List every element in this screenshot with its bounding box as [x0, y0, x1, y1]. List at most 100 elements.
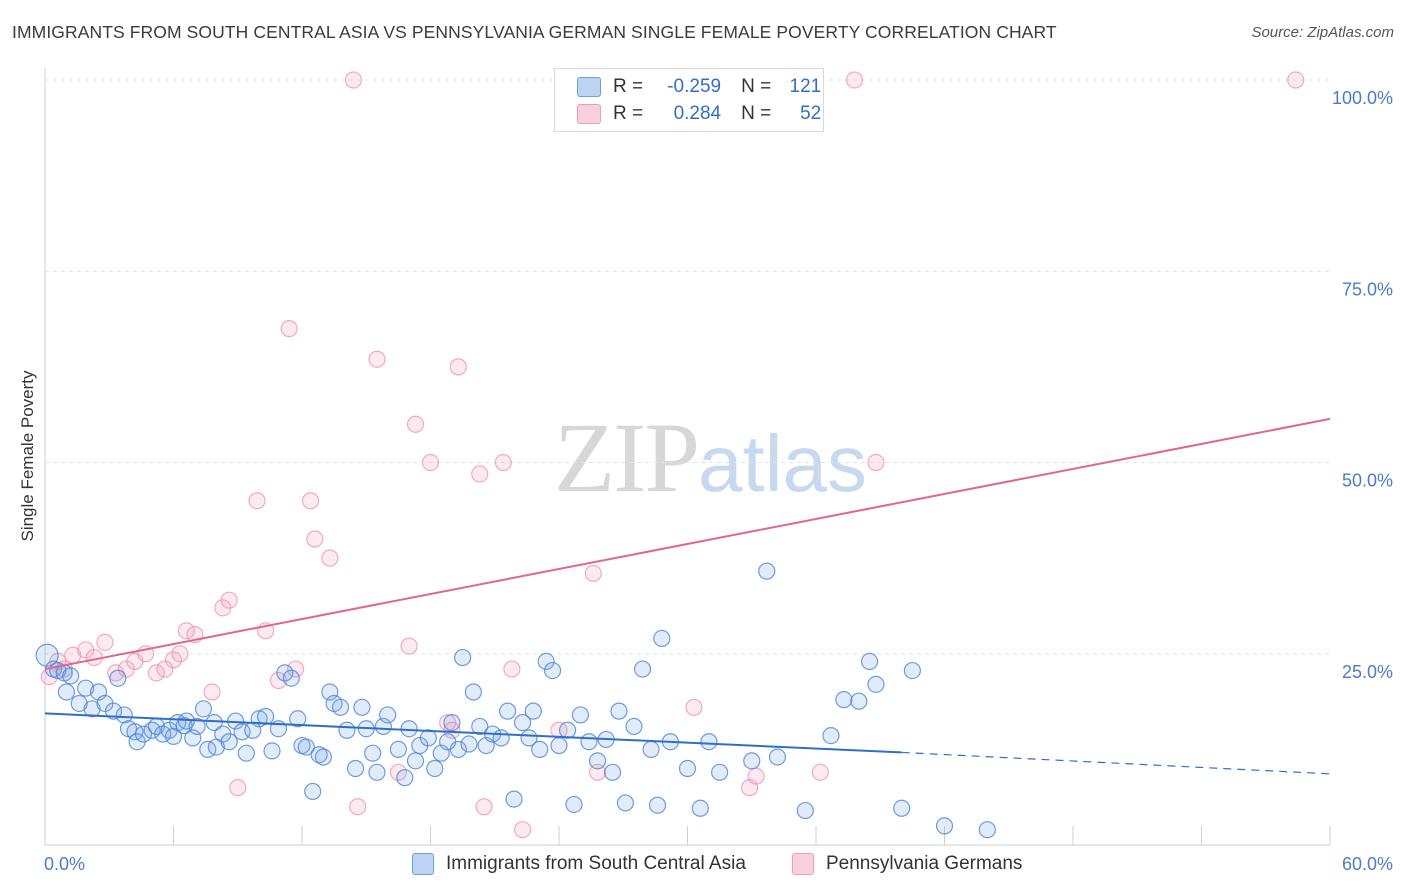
- data-point-south-central-asia: [903, 661, 921, 680]
- data-point-pennsylvania-germans: [471, 465, 489, 483]
- data-point-pennsylvania-germans: [171, 645, 189, 663]
- x-tick-label: 0.0%: [44, 854, 85, 874]
- data-point-south-central-asia: [400, 720, 418, 738]
- legend-r-value: 0.284: [673, 103, 722, 124]
- data-point-south-central-asia: [406, 752, 425, 770]
- data-point-south-central-asia: [314, 748, 333, 766]
- bottom-legend-label-blue: Immigrants from South Central Asia: [446, 853, 746, 874]
- data-point-south-central-asia: [443, 713, 461, 732]
- data-point-south-central-asia: [454, 648, 472, 667]
- data-point-south-central-asia: [550, 736, 568, 755]
- bottom-legend-item-blue: Immigrants from South Central Asia: [412, 850, 746, 878]
- data-point-south-central-asia: [331, 698, 350, 716]
- series-south-central-asia: [35, 562, 996, 839]
- data-point-south-central-asia: [543, 661, 562, 680]
- data-point-south-central-asia: [860, 652, 879, 671]
- data-point-south-central-asia: [263, 742, 281, 760]
- data-point-pennsylvania-germans: [280, 320, 298, 338]
- data-point-pennsylvania-germans: [248, 492, 266, 510]
- data-point-south-central-asia: [297, 738, 315, 756]
- data-point-pennsylvania-germans: [867, 453, 885, 472]
- data-point-south-central-asia: [822, 727, 840, 745]
- data-point-south-central-asia: [194, 700, 213, 718]
- data-point-south-central-asia: [499, 702, 517, 720]
- data-point-south-central-asia: [134, 725, 153, 743]
- data-point-pennsylvania-germans: [503, 660, 521, 678]
- data-point-south-central-asia: [426, 759, 444, 778]
- watermark-atlas: atlas: [698, 419, 867, 508]
- data-point-south-central-asia: [537, 652, 555, 671]
- legend-n-value: 121: [789, 76, 822, 97]
- data-point-south-central-asia: [353, 698, 371, 716]
- data-point-pennsylvania-germans: [177, 622, 195, 640]
- data-point-pennsylvania-germans: [349, 798, 367, 816]
- legend-swatch-blue: [577, 77, 601, 97]
- data-point-pennsylvania-germans: [421, 453, 440, 472]
- data-point-south-central-asia: [571, 706, 590, 724]
- data-point-pennsylvania-germans: [156, 660, 174, 678]
- data-point-south-central-asia: [338, 721, 356, 739]
- data-point-south-central-asia: [368, 763, 386, 781]
- data-point-pennsylvania-germans: [220, 591, 238, 609]
- legend-r-label: R =: [613, 103, 644, 124]
- data-point-pennsylvania-germans: [449, 358, 467, 376]
- data-point-south-central-asia: [164, 727, 183, 745]
- legend-row-pink: R = 0.284 N = 52: [577, 100, 821, 128]
- data-point-south-central-asia: [188, 717, 206, 736]
- data-point-pennsylvania-germans: [306, 530, 324, 548]
- bottom-legend-item-pink: Pennsylvania Germans: [792, 850, 1022, 878]
- data-point-pennsylvania-germans: [685, 698, 703, 716]
- data-point-south-central-asia: [633, 660, 652, 678]
- data-point-south-central-asia: [700, 733, 718, 751]
- data-point-south-central-asia: [233, 723, 251, 741]
- data-point-pennsylvania-germans: [584, 564, 602, 583]
- legend-r-label: R =: [613, 76, 644, 97]
- data-point-south-central-asia: [205, 713, 223, 732]
- data-point-south-central-asia: [565, 795, 583, 814]
- data-point-south-central-asia: [758, 562, 776, 580]
- data-point-south-central-asia: [835, 691, 853, 709]
- data-point-south-central-asia: [492, 729, 510, 747]
- chart-title: IMMIGRANTS FROM SOUTH CENTRAL ASIA VS PE…: [12, 22, 1057, 42]
- data-point-south-central-asia: [558, 721, 577, 739]
- legend-r-value: -0.259: [667, 76, 722, 97]
- source-label: Source: ZipAtlas.com: [1251, 24, 1394, 41]
- trend-line-extension-south-central-asia: [901, 751, 1331, 775]
- data-point-south-central-asia: [83, 700, 101, 718]
- data-point-south-central-asia: [711, 763, 729, 781]
- y-tick-label: 50.0%: [1342, 471, 1393, 491]
- data-point-south-central-asia: [77, 679, 95, 697]
- data-point-south-central-asia: [580, 733, 598, 751]
- data-point-pennsylvania-germans: [513, 821, 532, 839]
- data-point-south-central-asia: [256, 707, 275, 726]
- data-point-south-central-asia: [531, 740, 549, 758]
- legend-n-label: N =: [741, 103, 772, 124]
- data-point-south-central-asia: [520, 729, 538, 747]
- data-point-south-central-asia: [304, 782, 322, 801]
- data-point-south-central-asia: [691, 799, 709, 817]
- data-point-south-central-asia: [109, 669, 127, 687]
- data-point-pennsylvania-germans: [368, 350, 386, 368]
- data-point-south-central-asia: [648, 796, 667, 814]
- data-point-south-central-asia: [893, 799, 911, 817]
- data-point-south-central-asia: [396, 769, 414, 787]
- data-point-south-central-asia: [364, 744, 382, 762]
- data-point-pennsylvania-germans: [164, 651, 183, 669]
- data-point-south-central-asia: [282, 669, 300, 687]
- data-point-south-central-asia: [379, 706, 397, 724]
- data-point-south-central-asia: [104, 702, 123, 720]
- bottom-legend-label-pink: Pennsylvania Germans: [826, 853, 1023, 874]
- data-point-south-central-asia: [678, 759, 697, 778]
- data-point-south-central-asia: [460, 735, 478, 753]
- y-tick-label: 25.0%: [1342, 662, 1393, 682]
- data-point-pennsylvania-germans: [344, 71, 362, 89]
- legend-row-blue: R = -0.259 N = 121: [577, 73, 821, 101]
- data-point-south-central-asia: [768, 748, 787, 766]
- data-point-south-central-asia: [70, 694, 88, 713]
- data-point-pennsylvania-germans: [494, 453, 512, 472]
- data-point-south-central-asia: [389, 740, 407, 758]
- data-point-south-central-asia: [867, 675, 885, 693]
- data-point-south-central-asia: [524, 702, 542, 720]
- grid-lines: [45, 79, 1330, 655]
